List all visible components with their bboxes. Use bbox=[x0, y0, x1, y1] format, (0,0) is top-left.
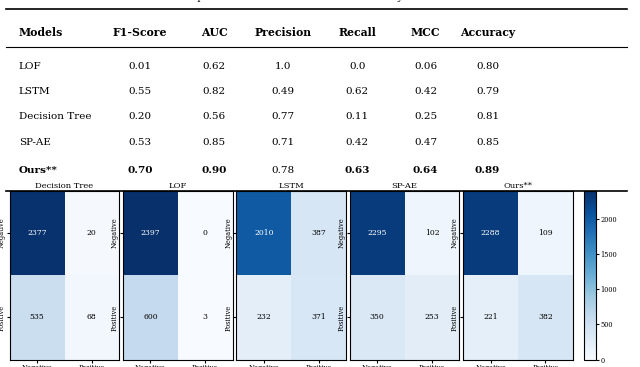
Text: 0: 0 bbox=[203, 229, 207, 237]
Text: Recall: Recall bbox=[338, 27, 376, 38]
Text: 0.53: 0.53 bbox=[128, 138, 152, 147]
Text: F1-Score: F1-Score bbox=[113, 27, 167, 38]
Text: Ours**: Ours** bbox=[19, 166, 58, 175]
Text: 0.90: 0.90 bbox=[202, 166, 227, 175]
Text: 382: 382 bbox=[538, 313, 553, 321]
Text: 600: 600 bbox=[143, 313, 157, 321]
Text: 0.63: 0.63 bbox=[344, 166, 370, 175]
Text: 0.62: 0.62 bbox=[346, 87, 369, 96]
Text: 0.71: 0.71 bbox=[271, 138, 294, 147]
Text: 2288: 2288 bbox=[481, 229, 500, 237]
Text: 2397: 2397 bbox=[141, 229, 160, 237]
Text: 0.78: 0.78 bbox=[271, 166, 294, 175]
Text: 0.01: 0.01 bbox=[128, 62, 152, 71]
Text: 0.25: 0.25 bbox=[414, 112, 437, 121]
Text: 0.56: 0.56 bbox=[203, 112, 226, 121]
Text: 68: 68 bbox=[87, 313, 97, 321]
Text: LOF: LOF bbox=[19, 62, 42, 71]
Text: 102: 102 bbox=[425, 229, 439, 237]
Text: MCC: MCC bbox=[411, 27, 440, 38]
Text: 350: 350 bbox=[370, 313, 385, 321]
Text: 0.20: 0.20 bbox=[128, 112, 152, 121]
Text: 0.89: 0.89 bbox=[475, 166, 500, 175]
Text: 109: 109 bbox=[538, 229, 553, 237]
Text: 0.85: 0.85 bbox=[476, 138, 499, 147]
Title: Ours**: Ours** bbox=[504, 182, 532, 190]
Text: 0.82: 0.82 bbox=[203, 87, 226, 96]
Text: Table 1: Comparision of CPAD with various Anomaly Detection methods: Table 1: Comparision of CPAD with variou… bbox=[128, 0, 506, 2]
Text: 0.47: 0.47 bbox=[414, 138, 437, 147]
Text: Models: Models bbox=[19, 27, 63, 38]
Text: 535: 535 bbox=[29, 313, 44, 321]
Title: LSTM: LSTM bbox=[278, 182, 304, 190]
Text: 0.79: 0.79 bbox=[476, 87, 499, 96]
Text: 0.49: 0.49 bbox=[271, 87, 294, 96]
Text: 0.62: 0.62 bbox=[203, 62, 226, 71]
Text: 2010: 2010 bbox=[254, 229, 273, 237]
Text: 0.64: 0.64 bbox=[413, 166, 438, 175]
Text: 232: 232 bbox=[257, 313, 271, 321]
Text: 221: 221 bbox=[483, 313, 498, 321]
Text: Accuracy: Accuracy bbox=[460, 27, 515, 38]
Text: 0.85: 0.85 bbox=[203, 138, 226, 147]
Text: 3: 3 bbox=[203, 313, 208, 321]
Text: 0.0: 0.0 bbox=[349, 62, 365, 71]
Text: 0.06: 0.06 bbox=[414, 62, 437, 71]
Text: 253: 253 bbox=[424, 313, 440, 321]
Text: 0.42: 0.42 bbox=[346, 138, 369, 147]
Text: 1.0: 1.0 bbox=[275, 62, 291, 71]
Text: LSTM: LSTM bbox=[19, 87, 51, 96]
Text: 2377: 2377 bbox=[27, 229, 47, 237]
Title: SP-AE: SP-AE bbox=[392, 182, 418, 190]
Title: LOF: LOF bbox=[168, 182, 187, 190]
Text: 0.80: 0.80 bbox=[476, 62, 499, 71]
Text: AUC: AUC bbox=[201, 27, 228, 38]
Text: 0.70: 0.70 bbox=[127, 166, 152, 175]
Text: Precision: Precision bbox=[254, 27, 311, 38]
Text: 387: 387 bbox=[311, 229, 326, 237]
Text: 0.81: 0.81 bbox=[476, 112, 499, 121]
Text: 0.42: 0.42 bbox=[414, 87, 437, 96]
Text: 2295: 2295 bbox=[367, 229, 387, 237]
Text: 20: 20 bbox=[87, 229, 97, 237]
Text: 0.11: 0.11 bbox=[346, 112, 369, 121]
Title: Decision Tree: Decision Tree bbox=[35, 182, 93, 190]
Text: SP-AE: SP-AE bbox=[19, 138, 51, 147]
Text: Decision Tree: Decision Tree bbox=[19, 112, 92, 121]
Text: 0.77: 0.77 bbox=[271, 112, 294, 121]
Text: 371: 371 bbox=[311, 313, 326, 321]
Text: 0.55: 0.55 bbox=[128, 87, 152, 96]
